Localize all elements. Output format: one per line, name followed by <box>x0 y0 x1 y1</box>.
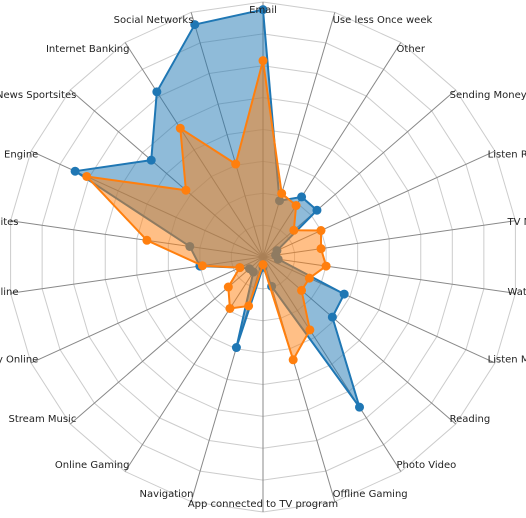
axis-label: Watch TV <box>507 287 526 298</box>
data-point <box>297 285 307 295</box>
data-point <box>244 301 254 311</box>
data-point <box>258 5 268 15</box>
axis-label: Reading <box>450 414 491 425</box>
data-point <box>235 263 245 273</box>
data-point <box>339 289 349 299</box>
axis-label: Listen Music <box>488 355 526 366</box>
data-point <box>82 171 92 181</box>
axis-label: Other <box>397 44 426 55</box>
data-point <box>316 244 326 254</box>
axis-label: Paying Online <box>0 287 19 298</box>
axis-label: Search Engine <box>0 149 38 160</box>
axis-label: Social Networks <box>114 15 194 26</box>
axis-line <box>30 256 264 364</box>
data-point <box>258 56 268 66</box>
data-point <box>289 225 299 235</box>
data-point <box>146 155 156 165</box>
axis-label: TV News <box>506 217 526 228</box>
radar-series <box>70 5 365 412</box>
series-2 <box>82 56 331 365</box>
data-point <box>223 282 233 292</box>
data-point <box>312 205 322 215</box>
data-point <box>197 261 207 271</box>
axis-label: Stream Music <box>9 414 77 425</box>
axis-label: Email <box>249 5 277 16</box>
data-point <box>321 261 331 271</box>
data-point <box>181 185 191 195</box>
data-point <box>355 402 365 412</box>
axis-label: Sending Money <box>450 90 526 101</box>
data-point <box>327 312 337 322</box>
data-point <box>231 343 241 353</box>
data-point <box>152 87 162 97</box>
axis-label: News Sportsites <box>0 90 76 101</box>
axis-label: View Shopping sites <box>0 217 19 228</box>
data-point <box>190 20 200 30</box>
axis-label: Navigation <box>139 489 193 500</box>
axis-label: Use less Once week <box>333 15 433 26</box>
data-point <box>291 201 301 211</box>
data-point <box>288 355 298 365</box>
data-point <box>304 273 314 283</box>
axis-labels: Email Use less Once week Other Sending Mone… <box>0 5 526 510</box>
data-point <box>231 159 241 169</box>
data-point <box>70 166 80 176</box>
axis-label: Online Gaming <box>55 460 130 471</box>
axis-label: Internet Banking <box>46 44 129 55</box>
axis-label: Offline Gaming <box>333 489 408 500</box>
data-point <box>175 123 185 133</box>
data-point <box>225 303 235 313</box>
data-point <box>277 188 287 198</box>
axis-label: Buy Online <box>0 355 38 366</box>
data-point <box>316 226 326 236</box>
data-point <box>305 325 315 335</box>
data-point <box>258 260 268 270</box>
axis-label: Photo Video <box>397 460 457 471</box>
axis-label: Listen Radio <box>488 149 526 160</box>
data-point <box>297 192 307 202</box>
data-point <box>142 235 152 245</box>
axis-label: App connected to TV program <box>188 499 338 510</box>
